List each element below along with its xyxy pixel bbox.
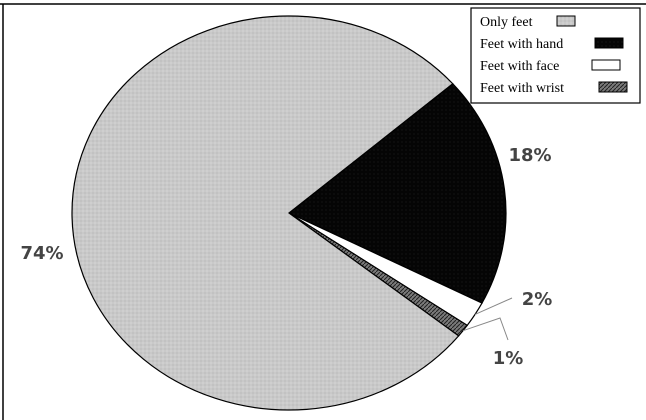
- pie-slice-feet-with-hand: [287, 82, 507, 304]
- legend-swatch-feet-with-hand: [594, 37, 624, 49]
- legend-swatch-only-feet: [556, 15, 576, 27]
- data-label-feet-with-wrist: 1%: [493, 348, 524, 369]
- legend-swatch-feet-with-face: [591, 59, 621, 71]
- legend-label-only-feet: Only feet: [480, 15, 533, 30]
- pie-slice-only-feet: [71, 15, 460, 411]
- legend-label-feet-with-hand: Feet with hand: [480, 37, 563, 52]
- data-label-feet-with-face: 2%: [522, 289, 553, 310]
- leader-line-feet-with-face: [474, 297, 513, 315]
- data-label-feet-with-hand: 18%: [508, 145, 551, 166]
- legend-label-feet-with-face: Feet with face: [480, 59, 559, 74]
- legend-swatch-feet-with-wrist: [598, 81, 628, 93]
- legend: Only feet Feet with hand Feet with face Fee…: [470, 7, 641, 104]
- data-label-only-feet: 74%: [20, 243, 63, 264]
- leader-line-feet-with-wrist: [462, 317, 509, 341]
- legend-label-feet-with-wrist: Feet with wrist: [480, 81, 564, 96]
